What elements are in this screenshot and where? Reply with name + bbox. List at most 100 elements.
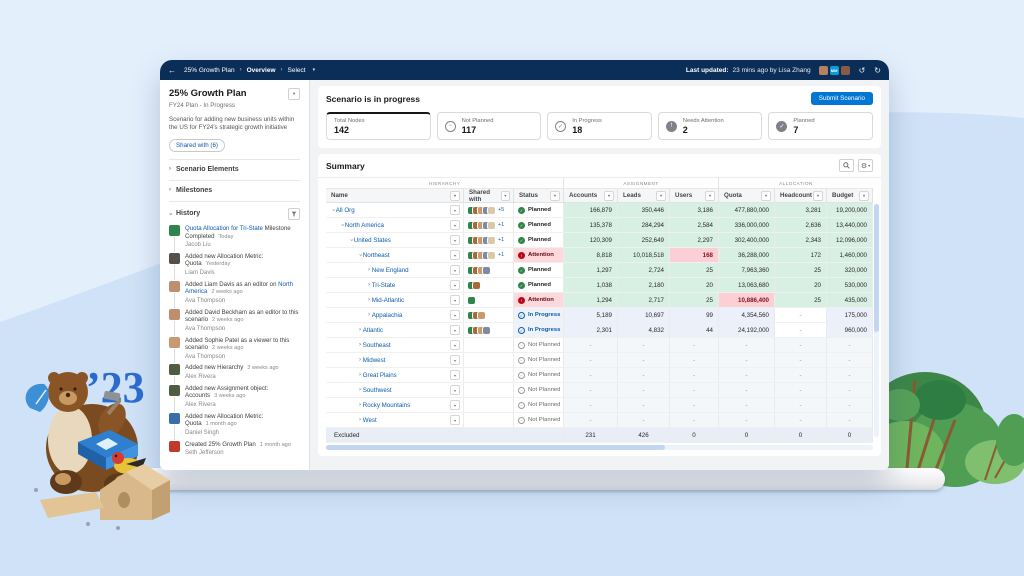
chevron-down-icon[interactable]: ▾: [656, 191, 666, 201]
node-link[interactable]: North America: [343, 222, 384, 229]
row-menu-button[interactable]: ▾: [450, 205, 460, 215]
node-link[interactable]: Tri-State: [370, 282, 395, 289]
sidebar-section-milestones[interactable]: ›Milestones: [169, 180, 300, 194]
history-item-text: Added new Allocation Metric: Quota1 mont…: [185, 413, 300, 429]
history-item-time: 3 weeks ago: [247, 365, 278, 371]
status-label: Planned: [528, 222, 551, 228]
row-menu-button[interactable]: ▾: [450, 235, 460, 245]
node-link[interactable]: Southeast: [361, 342, 391, 349]
history-item-author: Alex Rivera: [185, 374, 300, 380]
node-link[interactable]: Mid-Atlantic: [370, 297, 404, 304]
breadcrumb-select[interactable]: Select: [288, 67, 306, 74]
table-row: › Great Plains▾−Not Planned------: [326, 368, 881, 383]
horizontal-scrollbar[interactable]: [326, 445, 873, 450]
node-link[interactable]: New England: [370, 267, 409, 274]
stat-card-not-planned[interactable]: −Not Planned117: [437, 112, 542, 140]
shared-with-button[interactable]: Shared with (6): [169, 139, 225, 152]
vertical-scrollbar[interactable]: [874, 204, 879, 437]
chevron-down-icon[interactable]: ▾: [761, 191, 771, 201]
status-cell: ✓Planned: [514, 278, 564, 293]
avatar[interactable]: MM: [830, 66, 839, 75]
column-header-users: Users▾: [670, 188, 719, 203]
avatar: [488, 252, 495, 259]
node-link[interactable]: Rocky Mountains: [361, 402, 410, 409]
chevron-down-icon[interactable]: ▾: [705, 191, 715, 201]
history-item-link[interactable]: Quota Allocation for Tri-State: [185, 225, 263, 232]
summary-table: HIERARCHYASSIGNMENTALLOCATION Name▾Share…: [318, 178, 881, 443]
history-item-time: 2 weeks ago: [212, 317, 243, 323]
breadcrumb-plan[interactable]: 25% Growth Plan: [184, 67, 235, 74]
status-label: In Progress: [528, 327, 560, 333]
shared-with-overflow[interactable]: +1: [498, 237, 504, 243]
node-link[interactable]: Appalachia: [370, 312, 402, 319]
chevron-down-icon[interactable]: ›: [339, 224, 345, 226]
row-name-cell: › Mid-Atlantic▾: [326, 293, 464, 308]
chevron-down-icon[interactable]: ▾: [313, 67, 316, 73]
back-icon[interactable]: ←: [168, 66, 176, 75]
value-cell: 252,649: [618, 233, 670, 248]
chevron-down-icon[interactable]: ▾: [501, 191, 510, 201]
history-list: Quota Allocation for Tri-State Milestone…: [169, 225, 300, 456]
node-link[interactable]: United States: [352, 237, 391, 244]
plan-menu-button[interactable]: ▾: [288, 88, 300, 100]
table-row: › Southwest▾−Not Planned------: [326, 383, 881, 398]
chevron-down-icon[interactable]: ›: [357, 254, 363, 256]
row-menu-button[interactable]: ▾: [450, 220, 460, 230]
value-cell: 2,636: [775, 218, 827, 233]
search-icon[interactable]: [839, 159, 854, 172]
sidebar-section-history[interactable]: ›History: [169, 201, 300, 220]
node-link[interactable]: Southwest: [361, 387, 392, 394]
status-cell: −Not Planned: [514, 338, 564, 353]
row-menu-button[interactable]: ▾: [450, 340, 460, 350]
node-link[interactable]: All Org: [334, 207, 355, 214]
stat-card-needs-attention[interactable]: !Needs Attention2: [658, 112, 763, 140]
gear-icon[interactable]: ⚙▾: [858, 159, 873, 172]
chevron-down-icon[interactable]: ▾: [859, 191, 869, 201]
stat-value: 2: [683, 125, 724, 135]
breadcrumb-overview[interactable]: Overview: [247, 67, 276, 74]
value-cell: -: [827, 368, 873, 383]
row-menu-button[interactable]: ▾: [450, 355, 460, 365]
node-link[interactable]: West: [361, 417, 377, 424]
stat-card-planned[interactable]: ✓Planned7: [768, 112, 873, 140]
row-menu-button[interactable]: ▾: [450, 385, 460, 395]
row-menu-button[interactable]: ▾: [450, 415, 460, 425]
stat-card-in-progress[interactable]: ✓In Progress18: [547, 112, 652, 140]
shared-with-overflow[interactable]: +1: [498, 252, 504, 258]
row-menu-button[interactable]: ▾: [450, 280, 460, 290]
filter-icon[interactable]: [288, 208, 300, 220]
node-link[interactable]: Northeast: [361, 252, 390, 259]
chevron-down-icon[interactable]: ›: [330, 209, 336, 211]
redo-icon[interactable]: ↻: [874, 66, 881, 75]
row-menu-button[interactable]: ▾: [450, 325, 460, 335]
sidebar-section-scenario-elements[interactable]: ›Scenario Elements: [169, 159, 300, 173]
submit-scenario-button[interactable]: Submit Scenario: [811, 92, 873, 105]
table-body: › All Org▾+5✓Planned166,879350,4463,1864…: [326, 203, 881, 443]
value-cell: 350,446: [618, 203, 670, 218]
chevron-down-icon[interactable]: ▾: [813, 191, 823, 201]
row-menu-button[interactable]: ▾: [450, 250, 460, 260]
row-menu-button[interactable]: ▾: [450, 310, 460, 320]
row-menu-button[interactable]: ▾: [450, 265, 460, 275]
history-item-body: Added David Beckham as an editor to this…: [185, 309, 300, 332]
stat-card-total-nodes[interactable]: Total Nodes142: [326, 112, 431, 140]
status-not-planned-icon: −: [518, 387, 525, 394]
node-link[interactable]: Midwest: [361, 357, 385, 364]
chevron-down-icon[interactable]: ▾: [604, 191, 614, 201]
shared-with-overflow[interactable]: +1: [498, 222, 504, 228]
table-row: › Rocky Mountains▾−Not Planned------: [326, 398, 881, 413]
chevron-down-icon[interactable]: ▾: [550, 191, 560, 201]
value-cell: -: [827, 413, 873, 428]
node-link[interactable]: Atlantic: [361, 327, 383, 334]
row-menu-button[interactable]: ▾: [450, 400, 460, 410]
value-cell: -: [827, 338, 873, 353]
shared-with-overflow[interactable]: +5: [498, 207, 504, 213]
node-link[interactable]: Great Plains: [361, 372, 397, 379]
avatar[interactable]: [841, 66, 850, 75]
row-menu-button[interactable]: ▾: [450, 295, 460, 305]
chevron-down-icon[interactable]: ›: [348, 239, 354, 241]
undo-icon[interactable]: ↺: [859, 66, 866, 75]
avatar[interactable]: [819, 66, 828, 75]
chevron-down-icon[interactable]: ▾: [450, 191, 460, 201]
row-menu-button[interactable]: ▾: [450, 370, 460, 380]
